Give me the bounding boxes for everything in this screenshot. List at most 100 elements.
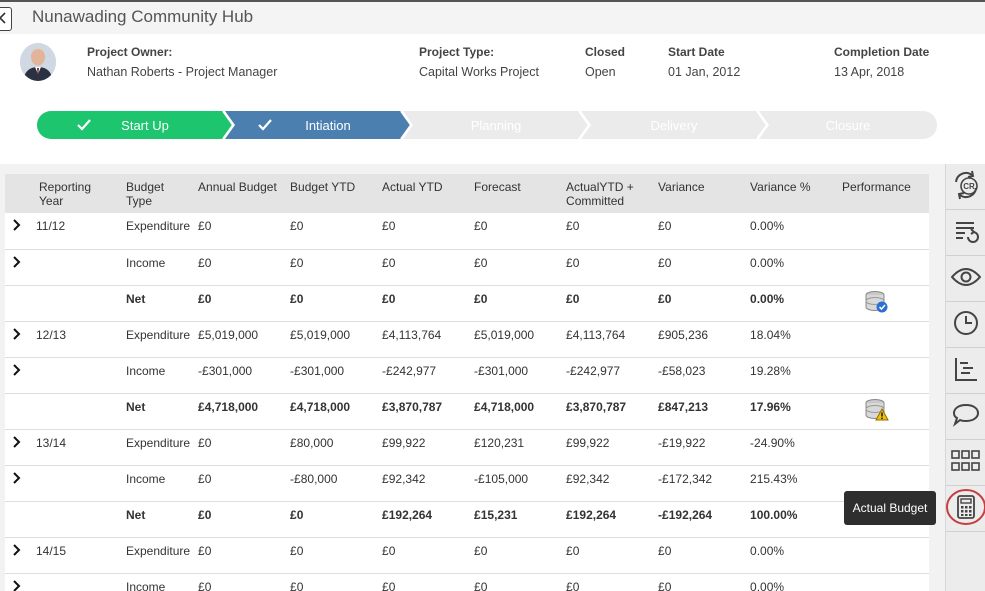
table-cell: £0	[378, 249, 471, 286]
table-cell: Net	[122, 393, 195, 430]
column-header[interactable]: Budget YTD	[286, 174, 379, 213]
actual-budget-button[interactable]	[946, 486, 985, 532]
table-row[interactable]: 14/15 Expenditure £0 £0 £0 £0 £0 £0 0.00%	[5, 537, 929, 574]
table-row[interactable]: Income £0 £0 £0 £0 £0 £0 0.00%	[5, 249, 929, 286]
expand-row-icon[interactable]	[12, 471, 22, 487]
project-owner-label: Project Owner:	[87, 45, 173, 59]
column-header[interactable]: Variance	[654, 174, 747, 213]
table-row[interactable]: Income £0 £0 £0 £0 £0 £0 0.00%	[5, 573, 929, 591]
expand-row-icon[interactable]	[12, 327, 22, 343]
table-cell: Expenditure	[122, 429, 195, 466]
column-header[interactable]: ActualYTD + Committed	[562, 174, 655, 213]
expand-row-icon[interactable]	[12, 255, 22, 271]
list-refresh-button[interactable]	[946, 210, 985, 256]
change-request-button[interactable]: CR	[946, 164, 985, 210]
step-label: Planning	[470, 117, 522, 133]
table-cell: £0	[194, 249, 287, 286]
table-cell: 100.00%	[746, 501, 839, 538]
table-cell: £0	[470, 249, 563, 286]
completion-date-value: 13 Apr, 2018	[834, 65, 905, 79]
table-cell: £0	[470, 213, 563, 250]
stage-stepper: Start Up Intiation Planning Delivery Clo…	[37, 111, 937, 139]
step-start-up[interactable]: Start Up	[37, 111, 233, 139]
table-cell: £0	[562, 573, 655, 591]
column-header[interactable]: Variance %	[746, 174, 839, 213]
table-cell: £0	[470, 537, 563, 574]
table-cell: £92,342	[562, 465, 655, 502]
step-intiation[interactable]: Intiation	[225, 111, 411, 139]
history-button[interactable]	[946, 302, 985, 348]
table-cell: Income	[122, 573, 195, 591]
table-cell: £0	[194, 573, 287, 591]
table-row[interactable]: Income £0 -£80,000 £92,342 -£105,000 £92,342-…	[5, 465, 929, 502]
table-cell: 0.00%	[746, 537, 839, 574]
step-delivery[interactable]: Delivery	[581, 111, 767, 139]
step-label: Delivery	[650, 117, 698, 133]
table-cell: £4,718,000	[470, 393, 563, 430]
table-cell: £0	[378, 537, 471, 574]
grid-view-button[interactable]	[946, 440, 985, 486]
table-cell: £92,342	[378, 465, 471, 502]
gantt-button[interactable]	[946, 348, 985, 394]
table-row[interactable]: 13/14 Expenditure £0 £80,000 £99,922 £120,231…	[5, 429, 929, 466]
table-cell: 0.00%	[746, 249, 839, 286]
column-header[interactable]: Reporting Year	[29, 174, 122, 213]
change-request-icon: CR	[950, 170, 982, 203]
table-cell: £3,870,787	[378, 393, 471, 430]
chevron-left-icon	[0, 11, 8, 27]
table-cell	[29, 501, 122, 538]
database-warning-icon[interactable]	[864, 398, 890, 425]
column-header[interactable]: Actual YTD	[378, 174, 471, 213]
table-cell: £5,019,000	[194, 321, 287, 358]
expand-row-icon[interactable]	[12, 219, 22, 234]
table-cell: £0	[378, 213, 471, 250]
table-cell: £0	[378, 573, 471, 591]
table-cell: £0	[194, 501, 287, 538]
table-cell: -£105,000	[470, 465, 563, 502]
expand-row-icon[interactable]	[12, 543, 22, 559]
table-row[interactable]: Income -£301,000 -£301,000 -£242,977 -£301,0…	[5, 357, 929, 394]
table-row: Net £0 £0 £192,264 £15,231 £192,264 -£192,264 1…	[5, 501, 929, 538]
expand-row-icon[interactable]	[12, 363, 22, 379]
right-toolbar: CR	[945, 164, 985, 591]
table-cell: 11/12	[29, 213, 122, 250]
table-cell: Expenditure	[122, 537, 195, 574]
comment-icon	[952, 403, 980, 430]
table-cell: Income	[122, 465, 195, 502]
table-cell: -£301,000	[286, 357, 379, 394]
table-cell: -£172,342	[654, 465, 747, 502]
table-cell: 0.00%	[746, 285, 839, 322]
table-cell: £192,264	[562, 501, 655, 538]
table-cell: -£58,023	[654, 357, 747, 394]
table-cell: £5,019,000	[286, 321, 379, 358]
table-cell: £0	[286, 501, 379, 538]
table-cell: £0	[654, 249, 747, 286]
table-cell: £0	[654, 537, 747, 574]
back-button[interactable]	[0, 7, 12, 31]
grid-icon	[951, 450, 981, 475]
database-ok-icon[interactable]	[864, 290, 890, 317]
column-header[interactable]: Annual Budget	[194, 174, 287, 213]
step-planning[interactable]: Planning	[403, 111, 589, 139]
table-cell: £4,113,764	[562, 321, 655, 358]
step-closure[interactable]: Closure	[759, 111, 937, 139]
column-header[interactable]: Performance	[838, 174, 929, 213]
comments-button[interactable]	[946, 394, 985, 440]
check-icon	[69, 111, 99, 139]
expand-row-icon[interactable]	[12, 579, 22, 591]
view-button[interactable]	[946, 256, 985, 302]
table-cell: £0	[654, 213, 747, 250]
project-type-block: Project Type: Capital Works Project	[419, 45, 539, 79]
table-cell	[29, 573, 122, 591]
table-cell	[29, 357, 122, 394]
table-cell: £4,113,764	[378, 321, 471, 358]
eye-icon	[950, 267, 982, 290]
column-header[interactable]: Forecast	[470, 174, 563, 213]
table-cell: £99,922	[562, 429, 655, 466]
step-label: Intiation	[305, 117, 351, 133]
column-header[interactable]: Budget Type	[122, 174, 195, 213]
table-row[interactable]: 11/12 Expenditure £0 £0 £0 £0 £0 £0 0.00%	[5, 213, 929, 250]
table-row[interactable]: 12/13 Expenditure £5,019,000 £5,019,000 £4,1…	[5, 321, 929, 358]
expand-row-icon[interactable]	[12, 435, 22, 451]
table-cell: Net	[122, 285, 195, 322]
